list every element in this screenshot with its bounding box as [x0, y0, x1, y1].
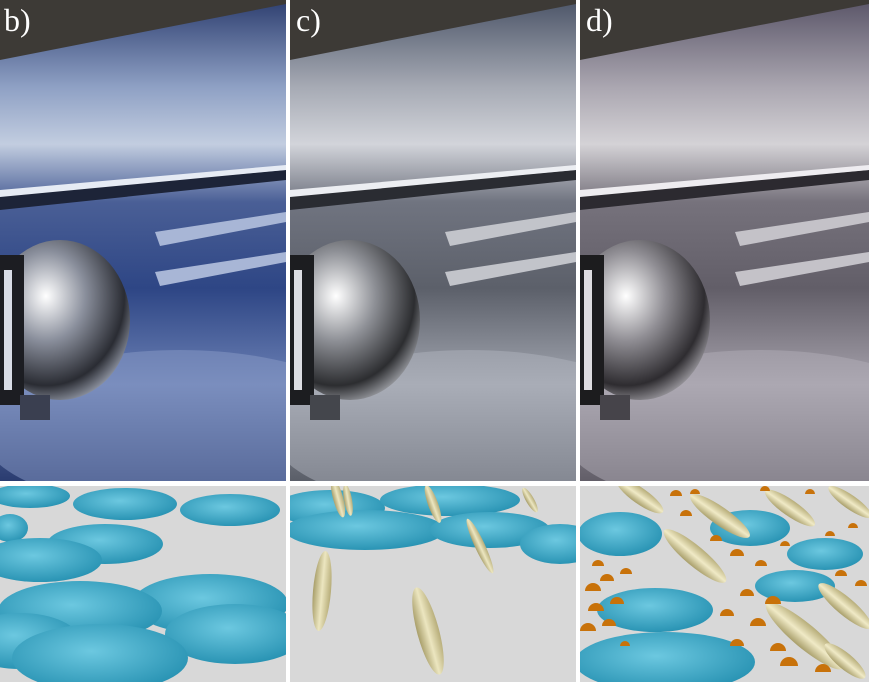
car-body-render-warm-grey: [580, 0, 869, 481]
panel-label: c): [296, 2, 321, 38]
mixed-particles-render: [580, 486, 869, 682]
car-body-render-grey: [290, 0, 576, 481]
particles-panel-discs-needles: [290, 486, 576, 682]
panel-label: b): [4, 2, 31, 38]
render-panel-d: d): [580, 0, 869, 481]
particles-panel-mixed: [580, 486, 869, 682]
particles-panel-discs: [0, 486, 286, 682]
panel-label: d): [586, 2, 613, 38]
render-panel-b: b): [0, 0, 286, 481]
car-body-render-blue: [0, 0, 286, 481]
render-panel-c: c): [290, 0, 576, 481]
disc-particles-render: [0, 486, 286, 682]
disc-needle-particles-render: [290, 486, 576, 682]
